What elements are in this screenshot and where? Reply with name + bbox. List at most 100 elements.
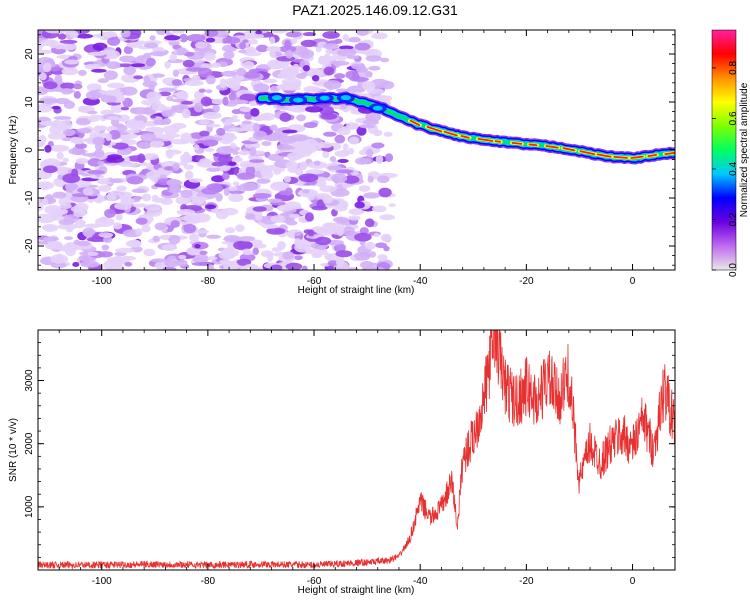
- colorbar-ticks: 0.0 0.2 0.4 0.6 0.8: [712, 61, 739, 277]
- noise-blob: [315, 227, 335, 236]
- noise-blob: [77, 105, 89, 113]
- noise-blob: [327, 165, 342, 171]
- noise-blob: [130, 63, 146, 68]
- noise-blob: [144, 42, 159, 48]
- noise-blob: [68, 147, 86, 155]
- noise-blob: [371, 205, 387, 213]
- noise-blob: [98, 232, 114, 238]
- noise-blob: [103, 260, 116, 270]
- noise-blob: [311, 252, 323, 259]
- noise-blob: [371, 32, 388, 40]
- spectrogram-y-label: 20: [24, 48, 35, 60]
- noise-blob: [166, 178, 180, 187]
- noise-blob: [304, 212, 314, 222]
- noise-blob: [274, 127, 290, 137]
- noise-blob: [105, 156, 125, 163]
- noise-blob: [227, 161, 237, 167]
- snr-x-label: -20: [519, 576, 534, 587]
- noise-blob: [49, 124, 63, 135]
- noise-blob: [252, 247, 259, 256]
- noise-blob: [252, 192, 272, 199]
- noise-blob: [191, 74, 201, 85]
- ridge-blob-core: [293, 97, 304, 103]
- noise-blob: [62, 128, 76, 137]
- noise-blob: [45, 30, 64, 34]
- noise-blob: [239, 93, 257, 102]
- noise-blob: [120, 193, 131, 204]
- noise-blob: [353, 251, 371, 261]
- noise-blob: [51, 105, 61, 110]
- spectrogram-x-label: -100: [92, 276, 112, 287]
- noise-blob: [72, 261, 80, 268]
- noise-blob: [252, 243, 267, 249]
- colorbar-tick-label: 0.8: [728, 61, 739, 75]
- noise-blob: [267, 198, 283, 203]
- noise-blob: [237, 240, 253, 249]
- noise-blob: [228, 193, 244, 203]
- noise-blob: [260, 250, 274, 258]
- ridge-peak: [511, 141, 523, 145]
- noise-blob: [162, 266, 177, 270]
- noise-blob: [73, 83, 83, 90]
- noise-blob: [335, 169, 354, 174]
- noise-blob: [118, 162, 138, 168]
- snr-series-line: [38, 330, 675, 570]
- noise-blob: [348, 136, 360, 145]
- snr-x-label: -80: [201, 576, 216, 587]
- noise-blob: [271, 30, 288, 34]
- noise-blob: [149, 51, 168, 57]
- noise-blob: [283, 175, 292, 183]
- snr-x-label: 0: [630, 576, 636, 587]
- noise-blob: [87, 110, 98, 115]
- noise-blob: [143, 75, 151, 83]
- noise-blob: [61, 67, 79, 76]
- noise-blob: [232, 150, 239, 155]
- noise-blob: [149, 140, 165, 148]
- ridge-peak: [477, 138, 496, 143]
- noise-blob: [197, 67, 213, 78]
- noise-blob: [86, 236, 104, 242]
- noise-blob: [222, 36, 241, 45]
- noise-blob: [189, 233, 200, 242]
- noise-blob: [60, 43, 77, 51]
- noise-blob: [295, 72, 307, 79]
- noise-blob: [162, 125, 180, 134]
- spectrogram-x-label: -20: [519, 276, 534, 287]
- noise-blob: [192, 59, 206, 63]
- ridge-peak: [443, 130, 458, 137]
- noise-blob: [75, 117, 91, 126]
- noise-blob: [223, 234, 241, 243]
- noise-blob: [290, 38, 298, 44]
- noise-blob: [93, 125, 102, 133]
- noise-blob: [250, 107, 260, 117]
- noise-blob: [302, 31, 317, 37]
- noise-blob: [315, 45, 322, 53]
- noise-blob: [109, 178, 124, 184]
- noise-blob: [337, 48, 357, 57]
- noise-blob: [146, 170, 161, 180]
- noise-blob: [132, 203, 148, 208]
- noise-blob: [345, 267, 359, 270]
- colorbar-tick-label: 0.4: [728, 162, 739, 176]
- noise-blob: [112, 222, 123, 230]
- noise-blob: [303, 229, 313, 234]
- noise-blob: [365, 148, 374, 158]
- noise-blob: [178, 254, 187, 260]
- noise-blob: [188, 178, 203, 183]
- noise-blob: [204, 148, 215, 152]
- noise-blob: [302, 189, 310, 194]
- noise-blob: [206, 234, 221, 239]
- noise-blob: [63, 100, 75, 109]
- noise-blob: [282, 65, 297, 70]
- noise-blob: [255, 30, 263, 35]
- noise-blob: [278, 190, 292, 196]
- noise-blob: [128, 239, 142, 248]
- noise-blob: [161, 108, 173, 118]
- noise-blob: [72, 137, 85, 145]
- noise-blob: [205, 37, 216, 43]
- noise-blob: [260, 112, 275, 121]
- noise-blob: [379, 214, 396, 221]
- noise-blob: [183, 164, 194, 170]
- noise-blob: [232, 181, 240, 186]
